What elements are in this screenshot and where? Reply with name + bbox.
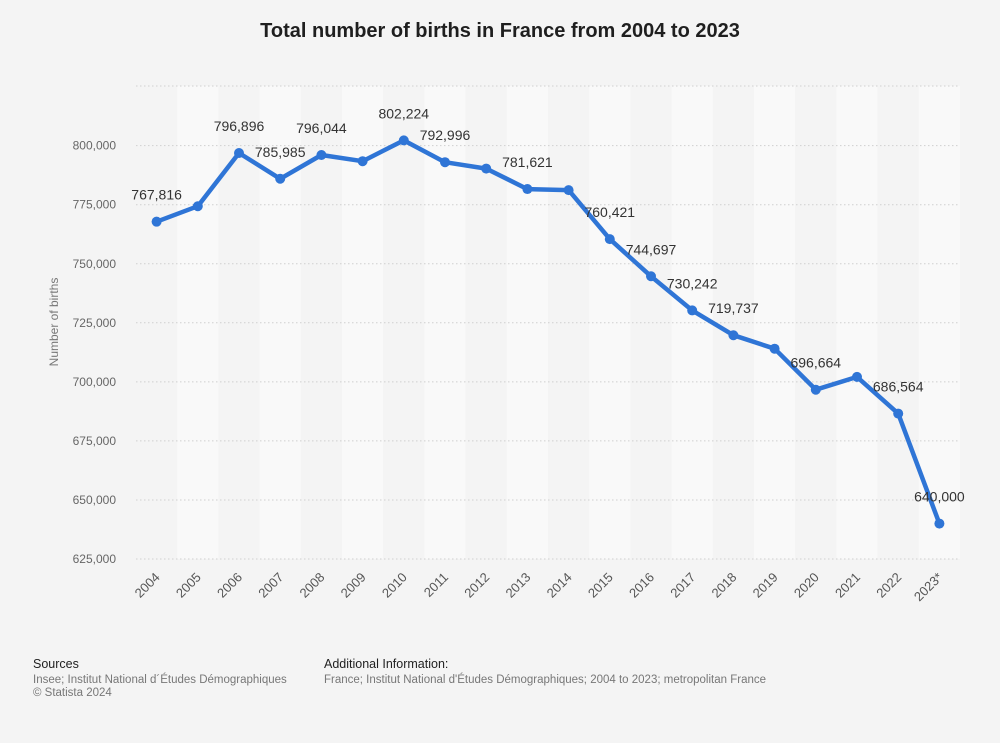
column-band: [795, 86, 837, 559]
data-point[interactable]: [810, 384, 821, 395]
data-point[interactable]: [481, 163, 492, 174]
data-label: 730,242: [667, 275, 718, 291]
data-point[interactable]: [398, 135, 409, 146]
series-line-path: [154, 138, 942, 526]
data-label: 696,664: [790, 355, 841, 371]
x-axis-tick-labels: 2004 2005 2006 2007 2008 2009 2010 2011 2012 2013…: [132, 570, 946, 605]
y-axis-label: Number of births: [47, 278, 61, 367]
data-point[interactable]: [522, 184, 533, 195]
data-point[interactable]: [893, 408, 904, 419]
y-tick-label: 700,000: [73, 375, 117, 389]
x-tick-label: 2013: [502, 570, 533, 601]
data-point[interactable]: [728, 330, 739, 341]
data-point[interactable]: [151, 216, 162, 227]
series-line: [154, 138, 942, 526]
x-tick-label: 2012: [461, 570, 492, 601]
data-label: 781,621: [502, 154, 553, 170]
data-label: 785,985: [255, 144, 306, 160]
y-tick-label: 775,000: [73, 198, 117, 212]
sources-text[interactable]: Insee; Institut National d´Études Démogr…: [33, 674, 287, 686]
series-points: [151, 135, 945, 529]
data-label: 767,816: [131, 187, 182, 203]
x-tick-label: 2022: [873, 570, 904, 601]
y-tick-label: 625,000: [73, 552, 117, 566]
chart-title: Total number of births in France from 20…: [260, 20, 740, 42]
data-point[interactable]: [769, 343, 780, 354]
data-label: 796,044: [296, 120, 347, 136]
data-label: 792,996: [420, 127, 471, 143]
x-tick-label: 2017: [667, 570, 698, 601]
x-tick-label: 2014: [544, 570, 575, 601]
additional-info-block: Additional Information: France; Institut…: [324, 657, 766, 687]
x-tick-label: 2023*: [911, 570, 946, 605]
x-tick-label: 2015: [585, 570, 616, 601]
data-point[interactable]: [275, 173, 286, 184]
x-tick-label: 2019: [750, 570, 781, 601]
copyright-text: © Statista 2024: [33, 687, 112, 699]
data-point[interactable]: [192, 201, 203, 212]
data-label: 719,737: [708, 300, 759, 316]
gridlines: [136, 85, 960, 560]
x-tick-label: 2011: [421, 570, 451, 600]
sources-heading: Sources: [33, 657, 79, 671]
data-label: 640,000: [914, 489, 965, 505]
y-tick-label: 725,000: [73, 316, 117, 330]
y-tick-label: 675,000: [73, 434, 117, 448]
x-tick-label: 2007: [255, 570, 286, 601]
x-tick-label: 2021: [832, 570, 863, 601]
data-point[interactable]: [357, 156, 368, 167]
data-point[interactable]: [646, 271, 656, 282]
sources-block: Sources Insee; Institut National d´Étude…: [33, 657, 287, 700]
y-tick-label: 800,000: [73, 139, 117, 153]
x-tick-label: 2018: [708, 570, 739, 601]
data-point[interactable]: [234, 147, 244, 158]
data-point[interactable]: [563, 185, 574, 196]
data-point[interactable]: [440, 157, 450, 168]
y-tick-label: 650,000: [73, 493, 117, 507]
data-labels: 767,816 796,896 785,985 796,044 802,224 792,9…: [131, 105, 965, 504]
y-axis-tick-labels: 625,000 650,000 675,000 700,000 725,000 750,0…: [73, 139, 117, 566]
x-tick-label: 2010: [379, 570, 410, 601]
line-chart: 625,000 650,000 675,000 700,000 725,000 750,0…: [47, 85, 965, 605]
x-tick-label: 2004: [132, 570, 163, 601]
additional-info-heading: Additional Information:: [324, 657, 449, 671]
data-point[interactable]: [316, 149, 327, 160]
data-point[interactable]: [852, 371, 862, 382]
data-label: 686,564: [873, 379, 924, 395]
data-label: 760,421: [584, 204, 635, 220]
data-point[interactable]: [934, 518, 945, 529]
data-label: 744,697: [626, 241, 677, 257]
x-tick-label: 2005: [173, 570, 204, 601]
x-tick-label: 2020: [791, 570, 822, 601]
additional-info-text: France; Institut National d'Études Démog…: [324, 674, 767, 686]
y-tick-label: 750,000: [73, 257, 117, 271]
x-tick-label: 2006: [214, 570, 245, 601]
data-point[interactable]: [604, 234, 615, 245]
x-tick-label: 2008: [296, 570, 327, 601]
column-band: [383, 86, 425, 559]
x-tick-label: 2009: [338, 570, 369, 601]
data-label: 796,896: [214, 118, 265, 134]
data-point[interactable]: [687, 305, 698, 316]
x-tick-label: 2016: [626, 570, 657, 601]
data-label: 802,224: [378, 105, 429, 121]
